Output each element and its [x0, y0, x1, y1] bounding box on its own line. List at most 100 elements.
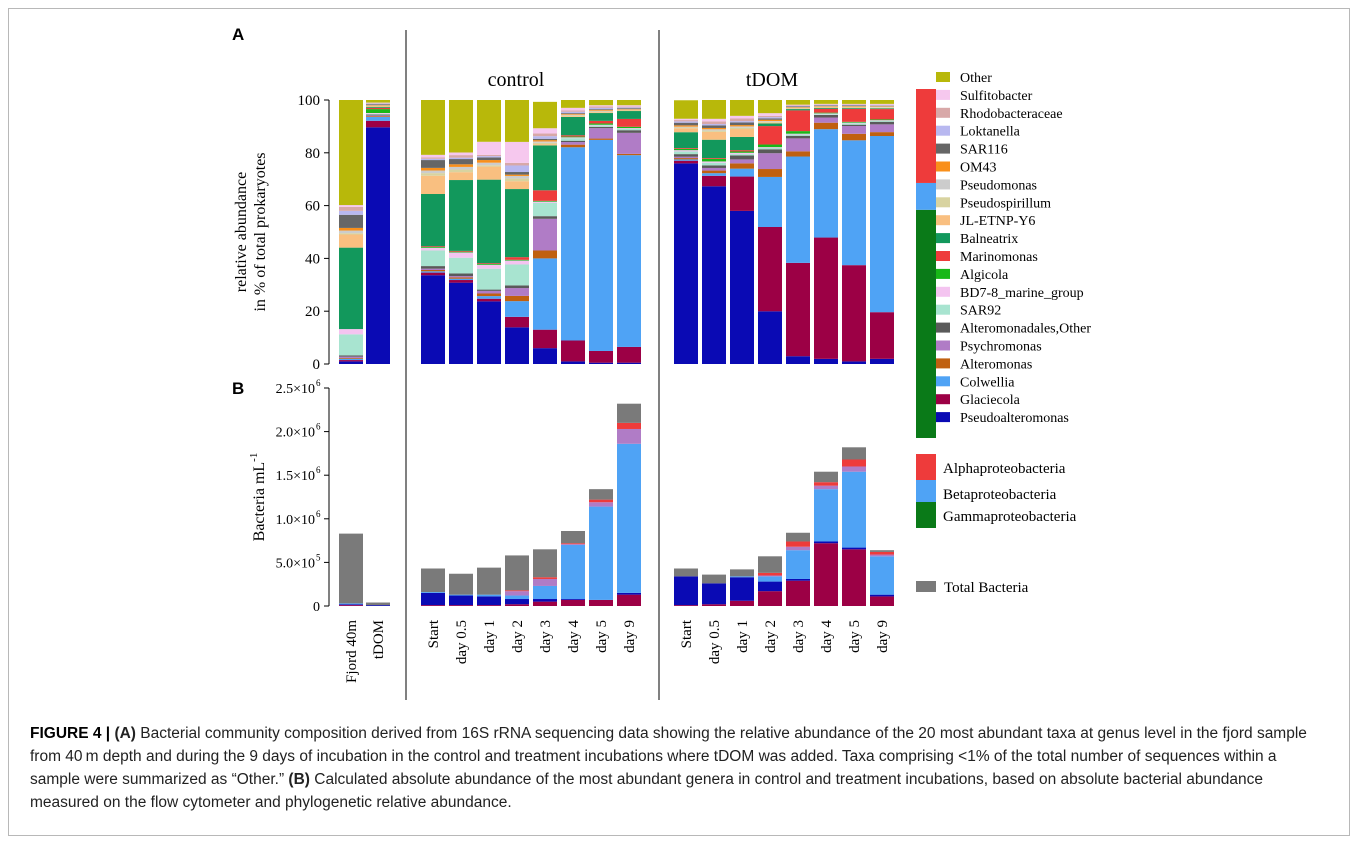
bar-a-tdom-day-3-rhodobacteraceae	[786, 105, 810, 106]
x-tick-label-fjord-40m: Fjord 40m	[344, 620, 360, 683]
bar-a-control-day-0-5-algicola	[449, 251, 473, 253]
bar-b-control-start-pseudoalteromonas	[421, 592, 445, 606]
bar-a-fjord-40m-balneatrix	[339, 247, 363, 330]
bar-a-control-start-marinomonas	[421, 246, 445, 248]
bar-a-tdom-day-2-pseudospirillum	[758, 121, 782, 123]
legend-swatch-colwellia	[936, 376, 950, 387]
bar-a-tdom-start-pseudospirillum	[674, 127, 698, 129]
bar-b-tdom-day-3-pseudoalteromonas	[786, 578, 810, 581]
bar-b-control-day-2-pseudoalteromonas	[505, 599, 529, 605]
bar-a-control-day-1-jl-etnp-y6	[477, 166, 501, 180]
bar-a-control-day-0-5-pseudoalteromonas	[449, 282, 473, 364]
bar-a-control-day-1-om43	[477, 160, 501, 163]
bar-a-control-day-9-algicola	[617, 126, 641, 129]
y-axis-label-a: relative abundance in % of total prokaryo…	[233, 152, 269, 311]
bar-a-tdom-sar92	[366, 113, 390, 115]
bar-a-control-day-9-sar92	[617, 128, 641, 131]
bar-b-control-day-1-colwellia	[477, 594, 501, 597]
x-tick-label-day-5: day 5	[594, 620, 610, 653]
bar-a-tdom-day-5-colwellia	[842, 140, 866, 266]
bar-a-tdom-bd7-8-marine-group	[366, 113, 390, 114]
bar-a-fjord-40m-glaciecola	[339, 360, 363, 362]
bar-a-control-day-9-alteromonadales-other	[617, 130, 641, 133]
bar-b-control-day-2-psychromonas	[505, 591, 529, 596]
bar-a-tdom-day-9-psychromonas	[870, 124, 894, 133]
y-tick-label-b: 5.0×10	[276, 556, 315, 571]
bar-b-control-start-total-bacteria	[421, 568, 445, 593]
legend-swatch-loktanella	[936, 125, 950, 136]
bar-a-control-day-3-psychromonas	[533, 218, 557, 251]
bar-a-tdom-day-0-5-rhodobacteraceae	[702, 121, 726, 125]
bar-b-control-day-5-marinomonas	[589, 499, 613, 503]
bar-a-control-day-2-pseudomonas	[505, 175, 529, 179]
bar-b-tdom-day-1-total-bacteria	[730, 569, 754, 577]
bar-a-fjord-40m-sar92	[339, 334, 363, 356]
bar-a-tdom-pseudomonas	[366, 105, 390, 106]
bar-a-tdom-day-1-colwellia	[730, 168, 754, 177]
bar-a-tdom-day-4-algicola	[814, 112, 838, 114]
legend-label-rhodobacteraceae: Rhodobacteraceae	[960, 107, 1063, 122]
bar-a-tdom-day-2-alteromonas	[758, 169, 782, 177]
bar-b-fjord-40m-pseudoalteromonas	[339, 604, 363, 606]
bar-a-control-day-1-rhodobacteraceae	[477, 154, 501, 157]
bar-b-control-day-5-psychromonas	[589, 502, 613, 507]
bar-a-tdom-day-5-sulfitobacter	[842, 103, 866, 105]
bar-a-control-day-9-marinomonas	[617, 118, 641, 127]
bar-a-tdom-start-colwellia	[674, 159, 698, 161]
bar-a-control-day-2-jl-etnp-y6	[505, 181, 529, 190]
bar-b-tdom-day-3-glaciecola	[786, 580, 810, 606]
bar-a-control-day-5-sar116	[589, 109, 613, 110]
legend-swatch-balneatrix	[936, 233, 950, 244]
bar-a-control-start-pseudospirillum	[421, 173, 445, 176]
bar-a-tdom-alteromonas	[366, 116, 390, 117]
bar-a-control-day-1-balneatrix	[477, 179, 501, 264]
bar-b-control-day-9-marinomonas	[617, 422, 641, 429]
bar-a-tdom-other	[366, 100, 390, 103]
legend-label-other: Other	[960, 71, 992, 86]
bar-b-tdom-day-5-marinomonas	[842, 459, 866, 467]
bar-a-control-day-0-5-sar116	[449, 159, 473, 165]
bar-b-control-day-3-pseudoalteromonas	[533, 599, 557, 602]
bar-a-control-start-sar116	[421, 160, 445, 168]
bar-a-control-day-5-jl-etnp-y6	[589, 112, 613, 114]
bar-b-tdom-start-glaciecola	[674, 605, 698, 606]
legend-label-sar116: SAR116	[960, 143, 1008, 158]
bar-a-tdom-day-3-psychromonas	[786, 138, 810, 152]
bar-a-control-day-0-5-pseudomonas	[449, 166, 473, 170]
bar-a-tdom-algicola	[366, 109, 390, 114]
figure-caption: FIGURE 4 | (A) Bacterial community compo…	[30, 722, 1330, 814]
bar-a-control-day-3-jl-etnp-y6	[533, 144, 557, 146]
bar-a-tdom-start-pseudoalteromonas	[674, 163, 698, 364]
bar-a-tdom-day-3-loktanella	[786, 105, 810, 107]
bar-a-control-day-5-om43	[589, 109, 613, 111]
bar-a-tdom-day-1-other	[730, 100, 754, 116]
bar-a-tdom-sar116	[366, 104, 390, 105]
legend-label-sulfitobacter: Sulfitobacter	[960, 89, 1033, 104]
chart-legend: Other Sulfitobacter Rhodobacteraceae Loktan…	[916, 71, 1091, 596]
bar-a-control-day-0-5-colwellia	[449, 278, 473, 281]
bar-a-tdom-start-other	[674, 100, 698, 119]
bar-a-tdom-start-marinomonas	[674, 148, 698, 149]
bar-a-control-day-2-rhodobacteraceae	[505, 162, 529, 166]
bar-a-tdom-day-2-other	[758, 100, 782, 114]
bar-a-control-day-5-alteromonadales-other	[589, 126, 613, 129]
bar-a-control-day-1-pseudoalteromonas	[477, 301, 501, 364]
legend-label-jl-etnp-y6: JL-ETNP-Y6	[960, 214, 1035, 229]
bar-a-control-day-5-pseudoalteromonas	[589, 362, 613, 364]
bar-a-tdom-start-psychromonas	[674, 156, 698, 159]
bar-a-tdom-om43	[366, 104, 390, 106]
bar-a-tdom-day-2-balneatrix	[758, 123, 782, 127]
y-tick-label-b-exp: 5	[316, 552, 321, 562]
bar-a-control-day-9-loktanella	[617, 107, 641, 109]
legend-swatch-sar116	[936, 143, 950, 154]
x-tick-label-day-3: day 3	[538, 620, 554, 653]
bar-a-control-day-3-colwellia	[533, 258, 557, 330]
bar-b-control-day-2-marinomonas	[505, 590, 529, 592]
legend-label-psychromonas: Psychromonas	[960, 340, 1042, 355]
bar-a-tdom-day-2-glaciecola	[758, 226, 782, 312]
legend-label-bd7-8-marine-group: BD7-8_marine_group	[960, 286, 1084, 301]
bar-a-control-day-3-sar116	[533, 138, 557, 141]
bar-a-control-day-0-5-jl-etnp-y6	[449, 172, 473, 181]
bar-b-tdom-pseudoalteromonas	[366, 605, 390, 606]
bar-a-tdom-start-sar116	[674, 122, 698, 126]
